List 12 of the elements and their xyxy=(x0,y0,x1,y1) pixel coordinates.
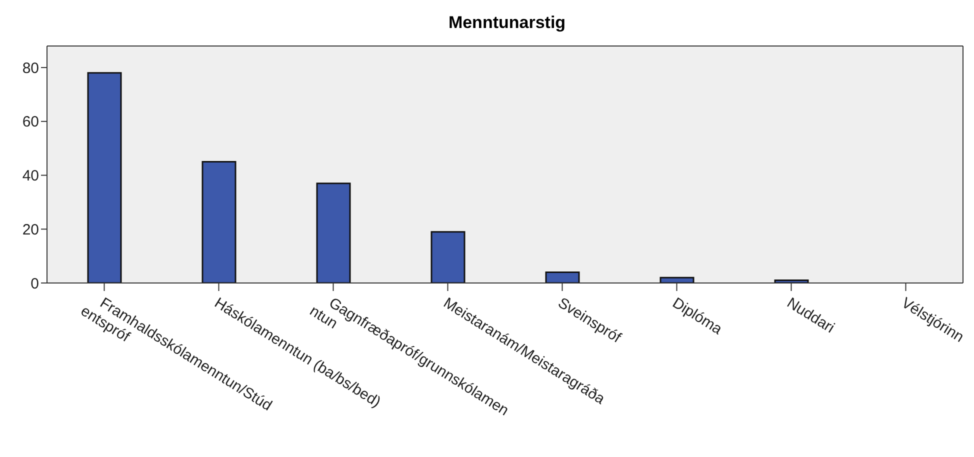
bar xyxy=(545,271,580,283)
y-tick-label: 60 xyxy=(22,114,39,131)
bar xyxy=(87,72,122,283)
y-tick-label: 40 xyxy=(22,168,39,185)
y-tick-label: 80 xyxy=(22,60,39,77)
bar xyxy=(202,161,236,283)
chart-title: Menntunarstig xyxy=(447,12,567,34)
y-tick-label: 20 xyxy=(22,221,39,238)
bar xyxy=(430,231,466,283)
bar xyxy=(316,182,351,283)
bar xyxy=(660,276,694,283)
y-tick-label: 0 xyxy=(30,275,39,292)
